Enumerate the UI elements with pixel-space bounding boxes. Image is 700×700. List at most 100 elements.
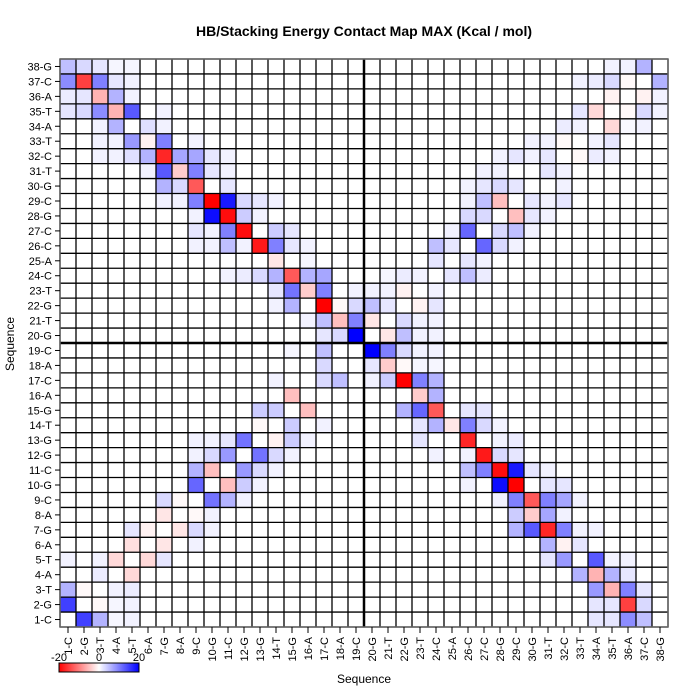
heatmap-cell <box>108 522 124 538</box>
heatmap-cell <box>444 208 460 224</box>
heatmap-cell <box>76 313 92 329</box>
heatmap-cell <box>380 582 396 598</box>
heatmap-cell <box>220 223 236 239</box>
heatmap-cell <box>652 417 668 433</box>
x-tick-label: 26-C <box>463 637 475 661</box>
heatmap-cell <box>60 268 76 284</box>
heatmap-cell <box>92 208 108 224</box>
heatmap-cell <box>588 178 604 194</box>
heatmap-cell <box>204 238 220 254</box>
x-tick-label: 33-T <box>575 637 587 660</box>
heatmap-cell <box>540 223 556 239</box>
heatmap-cell <box>60 133 76 149</box>
heatmap-cell <box>76 612 92 627</box>
y-tick-label: 6-A <box>35 540 53 552</box>
heatmap-cell <box>236 193 252 209</box>
heatmap-cell <box>636 238 652 254</box>
heatmap-cell <box>172 223 188 239</box>
heatmap-cell <box>572 417 588 433</box>
heatmap-cell <box>124 208 140 224</box>
heatmap-cell <box>604 268 620 284</box>
heatmap-cell <box>364 417 380 433</box>
heatmap-cell <box>300 612 316 627</box>
heatmap-cell <box>492 59 508 74</box>
heatmap-cell <box>540 328 556 343</box>
heatmap-cell <box>396 88 412 104</box>
heatmap-cell <box>188 552 204 568</box>
heatmap-cell <box>124 313 140 329</box>
heatmap-cell <box>460 597 476 613</box>
heatmap-cell <box>540 447 556 463</box>
heatmap-cell <box>348 357 364 373</box>
heatmap-cell <box>140 103 156 119</box>
y-tick-label: 12-G <box>28 450 52 462</box>
heatmap-cell <box>348 178 364 194</box>
heatmap-cell <box>492 238 508 254</box>
heatmap-cell <box>76 178 92 194</box>
heatmap-cell <box>572 507 588 523</box>
heatmap-cell <box>636 178 652 194</box>
x-tick-label: 6-A <box>143 636 155 654</box>
heatmap-cell <box>636 103 652 119</box>
x-tick-label: 5-T <box>127 637 139 654</box>
y-tick-label: 33-T <box>29 136 52 148</box>
heatmap-cell <box>156 357 172 373</box>
heatmap-cell <box>476 507 492 523</box>
heatmap-cell <box>556 492 572 508</box>
heatmap-cell <box>268 88 284 104</box>
heatmap-cell <box>108 253 124 269</box>
heatmap-cell <box>556 462 572 478</box>
heatmap-cell <box>524 387 540 403</box>
heatmap-cell <box>364 193 380 209</box>
y-tick-label: 34-A <box>29 121 53 133</box>
heatmap-cell <box>460 357 476 373</box>
y-tick-label: 30-G <box>28 181 52 193</box>
heatmap-cell <box>444 357 460 373</box>
heatmap-cell <box>140 537 156 553</box>
heatmap-cell <box>108 612 124 627</box>
heatmap-cell <box>220 148 236 164</box>
heatmap-cell <box>92 537 108 553</box>
heatmap-cell <box>204 268 220 284</box>
heatmap-cell <box>556 223 572 239</box>
heatmap-cell <box>572 372 588 388</box>
heatmap-cell <box>412 477 428 493</box>
heatmap-cell <box>316 343 332 358</box>
heatmap-cell <box>252 567 268 583</box>
heatmap-cell <box>588 313 604 329</box>
heatmap-cell <box>124 537 140 553</box>
heatmap-cell <box>380 447 396 463</box>
heatmap-cell <box>540 298 556 314</box>
heatmap-cell <box>540 343 556 358</box>
heatmap-cell <box>636 492 652 508</box>
heatmap-cell <box>364 283 380 299</box>
heatmap-cell <box>524 582 540 598</box>
heatmap-cell <box>460 253 476 269</box>
heatmap-cell <box>476 59 492 74</box>
heatmap-cell <box>396 118 412 134</box>
heatmap-cell <box>76 492 92 508</box>
heatmap-cell <box>236 477 252 493</box>
heatmap-cell <box>284 432 300 448</box>
heatmap-cell <box>380 118 396 134</box>
heatmap-cell <box>204 298 220 314</box>
heatmap-cell <box>556 417 572 433</box>
heatmap-cell <box>364 163 380 179</box>
heatmap-cell <box>92 447 108 463</box>
heatmap-cell <box>556 522 572 538</box>
heatmap-cell <box>604 103 620 119</box>
heatmap-cell <box>76 432 92 448</box>
heatmap-cell <box>508 73 524 89</box>
heatmap-cell <box>396 59 412 74</box>
heatmap-cell <box>380 253 396 269</box>
heatmap-cell <box>252 432 268 448</box>
x-tick-label: 12-G <box>239 637 251 661</box>
heatmap-cell <box>428 223 444 239</box>
heatmap-cell <box>236 612 252 627</box>
heatmap-cell <box>236 283 252 299</box>
heatmap-cell <box>140 313 156 329</box>
heatmap-cell <box>156 298 172 314</box>
heatmap-cell <box>364 73 380 89</box>
heatmap-cell <box>348 283 364 299</box>
heatmap-cell <box>620 597 636 613</box>
